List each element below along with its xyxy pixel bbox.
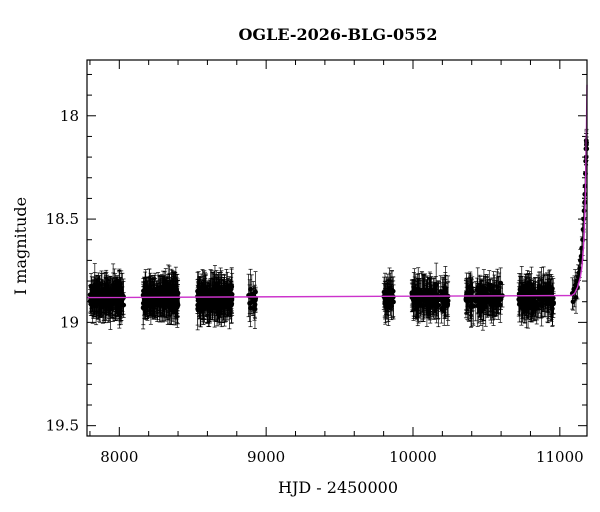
- data-point: [95, 287, 100, 293]
- data-point: [201, 299, 206, 305]
- data-point: [228, 286, 234, 292]
- data-point: [252, 298, 258, 304]
- data-point: [442, 285, 448, 291]
- data-point: [165, 298, 171, 304]
- data-point: [208, 302, 214, 307]
- data-point: [470, 303, 476, 309]
- y-tick-label: 18.5: [46, 210, 79, 228]
- y-tick-label: 19: [60, 313, 79, 331]
- data-point: [476, 303, 482, 308]
- data-point: [532, 301, 538, 307]
- data-point: [212, 292, 218, 298]
- data-point: [171, 289, 177, 295]
- data-point: [146, 284, 152, 290]
- data-point: [223, 292, 229, 298]
- data-point: [494, 290, 500, 296]
- x-tick-label: 8000: [100, 448, 138, 466]
- plot-frame: [86, 59, 588, 437]
- data-point: [100, 299, 106, 305]
- data-point: [149, 298, 155, 304]
- data-point: [518, 289, 524, 295]
- y-tick-label: 18: [60, 107, 79, 125]
- model-line: [86, 84, 588, 299]
- data-point: [110, 282, 116, 288]
- y-tick-label: 19.5: [46, 417, 79, 435]
- data-point: [96, 297, 102, 303]
- data-point: [391, 299, 396, 305]
- data-point: [581, 208, 587, 214]
- data-point: [427, 288, 433, 294]
- x-tick-label: 9000: [247, 448, 285, 466]
- data-point: [434, 301, 440, 306]
- data-point: [424, 288, 429, 294]
- x-tick-label: 11000: [536, 448, 584, 466]
- data-point: [174, 304, 179, 309]
- chart-title: OGLE-2026-BLG-0552: [238, 25, 437, 44]
- data-point: [412, 287, 417, 293]
- data-point: [520, 298, 526, 304]
- data-point: [87, 292, 93, 298]
- data-point: [108, 288, 114, 294]
- y-axis-label: I magnitude: [11, 197, 30, 295]
- data-point: [175, 291, 180, 297]
- data-point: [492, 297, 498, 302]
- data-point: [543, 297, 549, 303]
- data-point: [90, 299, 96, 305]
- data-point: [197, 292, 203, 297]
- data-point: [547, 287, 553, 293]
- data-point: [420, 290, 426, 296]
- data-point: [92, 282, 98, 287]
- axis-tick-labels: 8000 9000 10000 11000 18 18.5 19 19.5: [46, 107, 584, 466]
- data-point: [216, 288, 222, 294]
- data-point: [439, 306, 444, 312]
- data-point: [249, 292, 255, 297]
- data-point: [467, 283, 473, 289]
- model-curve: [86, 84, 588, 299]
- data-point: [106, 301, 112, 307]
- x-axis-label: HJD - 2450000: [278, 478, 398, 497]
- x-tick-label: 10000: [389, 448, 437, 466]
- data-point: [144, 290, 149, 296]
- data-point: [469, 289, 475, 295]
- data-point: [486, 282, 492, 288]
- data-point: [152, 297, 158, 303]
- data-point: [383, 301, 389, 307]
- data-point: [210, 287, 215, 293]
- data-point: [157, 302, 163, 308]
- data-point: [479, 290, 485, 295]
- data-points: [87, 128, 590, 331]
- data-point: [415, 298, 420, 304]
- axis-ticks: [87, 60, 587, 436]
- data-point: [550, 301, 556, 307]
- data-point: [541, 285, 547, 291]
- data-point: [445, 298, 451, 304]
- data-point: [152, 302, 157, 308]
- data-point: [112, 299, 118, 305]
- data-point: [106, 297, 112, 303]
- data-point: [215, 297, 220, 303]
- data-point: [159, 297, 165, 303]
- data-point: [160, 292, 165, 298]
- data-point: [498, 280, 504, 286]
- data-point: [219, 297, 224, 303]
